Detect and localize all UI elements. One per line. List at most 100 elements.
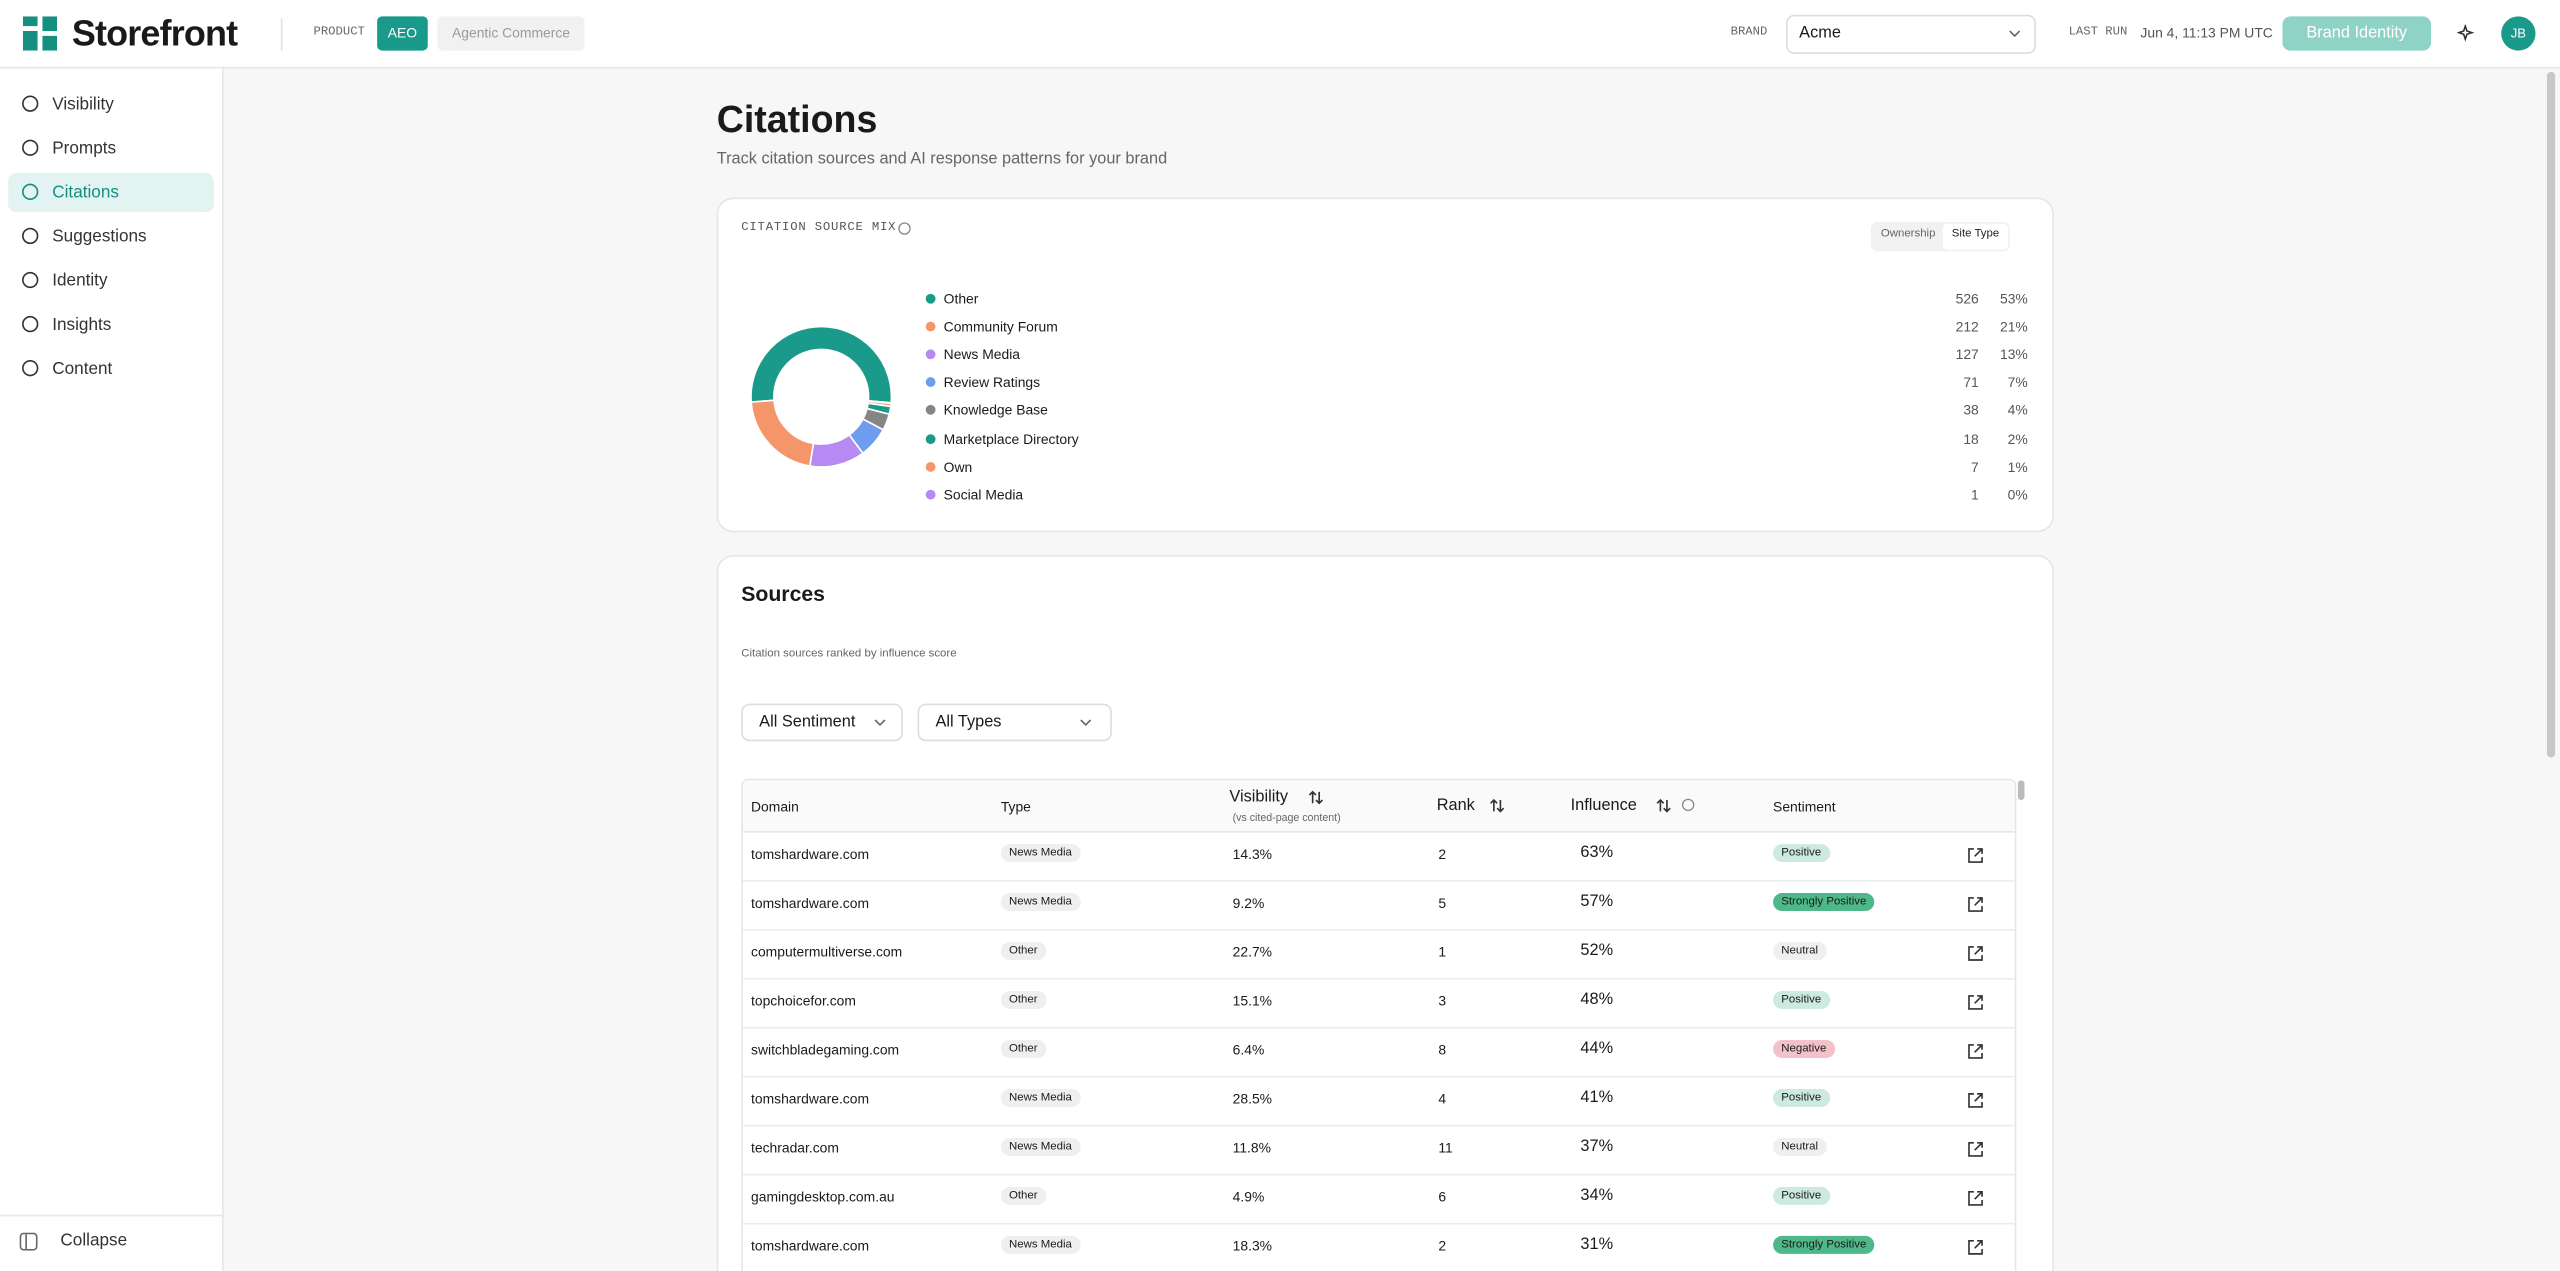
external-link[interactable] bbox=[1967, 896, 1983, 912]
sentiment-badge: Positive bbox=[1773, 991, 1830, 1009]
nav-item[interactable]: Visibility bbox=[8, 85, 214, 124]
sort-icon[interactable] bbox=[1308, 790, 1324, 805]
info-icon[interactable] bbox=[1681, 798, 1695, 812]
external-link[interactable] bbox=[1967, 1239, 1983, 1255]
nav-item[interactable]: Prompts bbox=[8, 129, 214, 168]
logo-icon bbox=[22, 16, 58, 51]
sentiment-badge: Strongly Positive bbox=[1773, 893, 1875, 912]
type-tag: Other bbox=[1000, 942, 1046, 960]
avatar[interactable]: JB bbox=[2501, 16, 2536, 51]
donut-chart bbox=[750, 325, 893, 468]
legend-row: News Media 127 13% bbox=[925, 345, 2028, 365]
nav-item[interactable]: Suggestions bbox=[8, 217, 214, 256]
legend-dot bbox=[925, 405, 936, 416]
icon-shape bbox=[22, 271, 39, 289]
rank: 2 bbox=[1438, 1237, 1447, 1254]
domain: gamingdesktop.com.au bbox=[751, 1188, 895, 1205]
toggle[interactable]: Ownership bbox=[1880, 228, 1936, 240]
column-header[interactable]: Visibility bbox=[1229, 788, 1289, 807]
legend-share: 2% bbox=[2007, 430, 2028, 447]
filter-value: All Types bbox=[935, 713, 1002, 732]
column-note: (vs cited-page content) bbox=[1232, 813, 1341, 825]
brand-identity-button[interactable]: Brand Identity bbox=[2282, 16, 2432, 51]
brand-select[interactable]: Acme bbox=[1786, 14, 2036, 54]
product-tab[interactable]: AEO bbox=[377, 16, 428, 51]
sparkle-icon[interactable] bbox=[2457, 24, 2475, 42]
nav-item[interactable]: Identity bbox=[8, 261, 214, 300]
last-run-label: LAST RUN bbox=[2068, 26, 2128, 40]
influence: 52% bbox=[1580, 942, 1614, 960]
external-link[interactable] bbox=[1967, 847, 1983, 863]
type-filter[interactable]: All Types bbox=[917, 703, 1112, 742]
brand-select-value: Acme bbox=[1799, 24, 1841, 43]
type-tag: Other bbox=[1000, 1040, 1046, 1058]
table-row: switchbladegaming.com Other 6.4% 8 44% Negati… bbox=[742, 1027, 2015, 1078]
external-link[interactable] bbox=[1967, 1092, 1983, 1108]
influence: 37% bbox=[1580, 1137, 1614, 1156]
toggle[interactable]: Site Type bbox=[1943, 223, 2008, 250]
collapse-icon[interactable] bbox=[19, 1232, 38, 1251]
page-title: Citations bbox=[716, 97, 878, 141]
sentiment-badge: Positive bbox=[1773, 1186, 1830, 1205]
legend-label: Knowledge Base bbox=[943, 402, 1048, 419]
legend-share: 4% bbox=[2007, 402, 2028, 419]
divider bbox=[0, 1214, 223, 1217]
legend-share: 53% bbox=[1999, 290, 2028, 307]
rank: 3 bbox=[1438, 992, 1447, 1009]
legend-share: 0% bbox=[2007, 486, 2028, 503]
visibility: 11.8% bbox=[1232, 1139, 1271, 1156]
product-tab[interactable]: Agentic Commerce bbox=[437, 16, 585, 51]
legend-row: Community Forum 212 21% bbox=[925, 317, 2028, 337]
legend-count: 71 bbox=[1963, 374, 1979, 391]
domain: switchbladegaming.com bbox=[751, 1041, 900, 1058]
nav-label: Visibility bbox=[52, 94, 114, 115]
donut-slice bbox=[750, 325, 893, 404]
icon-shape bbox=[1968, 897, 1983, 912]
rank: 6 bbox=[1438, 1188, 1447, 1205]
nav-label: Content bbox=[52, 359, 113, 379]
influence: 34% bbox=[1580, 1186, 1614, 1205]
influence: 57% bbox=[1580, 893, 1614, 912]
external-link[interactable] bbox=[1967, 1043, 1983, 1059]
nav-item[interactable]: Insights bbox=[8, 305, 214, 344]
column-header[interactable]: Rank bbox=[1436, 796, 1475, 815]
sort-icon[interactable] bbox=[1489, 798, 1505, 813]
influence: 44% bbox=[1580, 1040, 1614, 1058]
legend-dot bbox=[925, 433, 936, 444]
domain: tomshardware.com bbox=[751, 1237, 870, 1254]
legend-label: Other bbox=[943, 290, 979, 307]
domain: computermultiverse.com bbox=[751, 943, 903, 960]
rank: 11 bbox=[1438, 1139, 1453, 1156]
collapse[interactable]: Collapse bbox=[60, 1231, 128, 1251]
legend-row: Social Media 1 0% bbox=[925, 484, 2028, 504]
sentiment-filter[interactable]: All Sentiment bbox=[741, 703, 903, 742]
type-tag: News Media bbox=[1000, 1137, 1081, 1156]
legend-count: 18 bbox=[1963, 430, 1979, 447]
column-header: Domain bbox=[751, 798, 799, 815]
brand-label: BRAND bbox=[1730, 26, 1768, 40]
legend-count: 212 bbox=[1955, 318, 1979, 335]
domain: techradar.com bbox=[751, 1139, 839, 1156]
sort-icon[interactable] bbox=[1656, 798, 1672, 813]
external-link[interactable] bbox=[1967, 945, 1983, 961]
scrollbar[interactable] bbox=[2017, 780, 2025, 800]
page-scrollbar[interactable] bbox=[2546, 71, 2556, 758]
donut-slice bbox=[750, 399, 815, 467]
legend-label: Own bbox=[943, 458, 973, 475]
visibility: 6.4% bbox=[1232, 1041, 1265, 1058]
nav-item[interactable]: Content bbox=[8, 349, 214, 388]
type-tag: Other bbox=[1000, 991, 1046, 1009]
nav-label: Prompts bbox=[52, 138, 117, 159]
external-link[interactable] bbox=[1967, 994, 1983, 1010]
last-run: Jun 4, 11:13 PM UTC bbox=[2140, 24, 2273, 41]
nav-icon bbox=[22, 183, 39, 200]
nav-icon bbox=[22, 139, 39, 156]
icon-shape bbox=[22, 359, 39, 377]
external-link[interactable] bbox=[1967, 1190, 1983, 1206]
nav-label: Identity bbox=[52, 271, 108, 291]
info-icon[interactable] bbox=[898, 222, 911, 235]
column-header[interactable]: Influence bbox=[1570, 796, 1637, 815]
external-link[interactable] bbox=[1967, 1141, 1983, 1157]
nav-item[interactable]: Citations bbox=[8, 173, 214, 213]
